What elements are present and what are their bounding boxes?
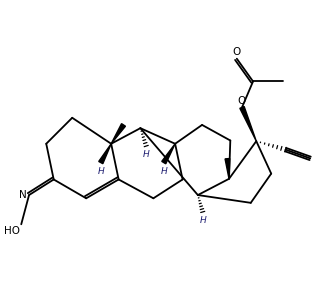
Text: O: O	[237, 96, 246, 106]
Text: H: H	[161, 167, 167, 176]
Polygon shape	[111, 124, 125, 144]
Text: H: H	[199, 216, 206, 225]
Polygon shape	[240, 106, 256, 141]
Polygon shape	[162, 144, 175, 164]
Text: H: H	[143, 150, 150, 159]
Polygon shape	[99, 144, 111, 164]
Text: HO: HO	[4, 226, 20, 236]
Polygon shape	[225, 158, 230, 179]
Text: H: H	[97, 167, 104, 176]
Text: O: O	[232, 47, 240, 57]
Text: N: N	[19, 190, 26, 200]
